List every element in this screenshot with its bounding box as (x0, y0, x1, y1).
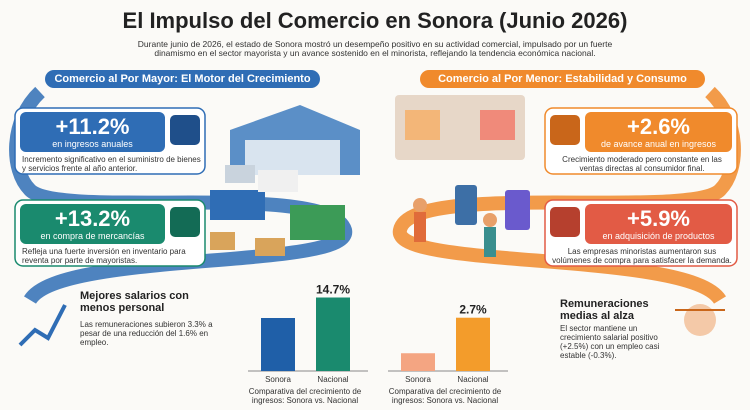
stat-value: +11.2% (55, 114, 130, 139)
stat-value: +2.6% (627, 114, 690, 139)
stat-label: en adquisición de productos (602, 231, 715, 241)
stat-value: +13.2% (54, 206, 131, 231)
wages-title: Mejores salarios con menos personal (80, 290, 189, 314)
subtitle: Durante junio de 2026, el estado de Sono… (137, 39, 613, 58)
bar (401, 353, 435, 371)
value-label: 2.7% (459, 303, 487, 317)
value-label: 14.7% (316, 283, 350, 297)
stat-description: Incremento significativo en el suministr… (22, 155, 201, 173)
stat-label: en compra de mercancías (40, 231, 145, 241)
wages-description: El sector mantiene un crecimiento salari… (560, 324, 660, 360)
stat-description: Crecimiento moderado pero constante en l… (562, 155, 722, 173)
wages-description: Las remuneraciones subieron 3.3% a pesar… (80, 320, 213, 347)
title: El Impulso del Comercio en Sonora (Junio… (122, 8, 628, 33)
section-heading: Comercio al Por Mayor: El Motor del Crec… (45, 70, 320, 88)
stat-description: Las empresas minoristas aumentaron sus v… (552, 247, 732, 265)
wages-title: Remuneraciones medias al alza (560, 298, 649, 322)
bar (261, 318, 295, 371)
stat-label: de avance anual en ingresos (600, 139, 717, 149)
category-label: Nacional (317, 375, 348, 384)
stat-label: en ingresos anuales (52, 139, 133, 149)
bar (316, 297, 350, 371)
stat-description: Refleja una fuerte inversión en inventar… (22, 247, 186, 265)
stat-value: +5.9% (627, 206, 690, 231)
section-heading: Comercio al Por Menor: Estabilidad y Con… (420, 70, 705, 88)
chart-caption: Comparativa del crecimiento de ingresos:… (248, 387, 362, 405)
chart-caption: Comparativa del crecimiento de ingresos:… (388, 387, 502, 405)
bar (456, 317, 490, 371)
category-label: Sonora (405, 375, 431, 384)
category-label: Nacional (457, 375, 488, 384)
category-label: Sonora (265, 375, 291, 384)
